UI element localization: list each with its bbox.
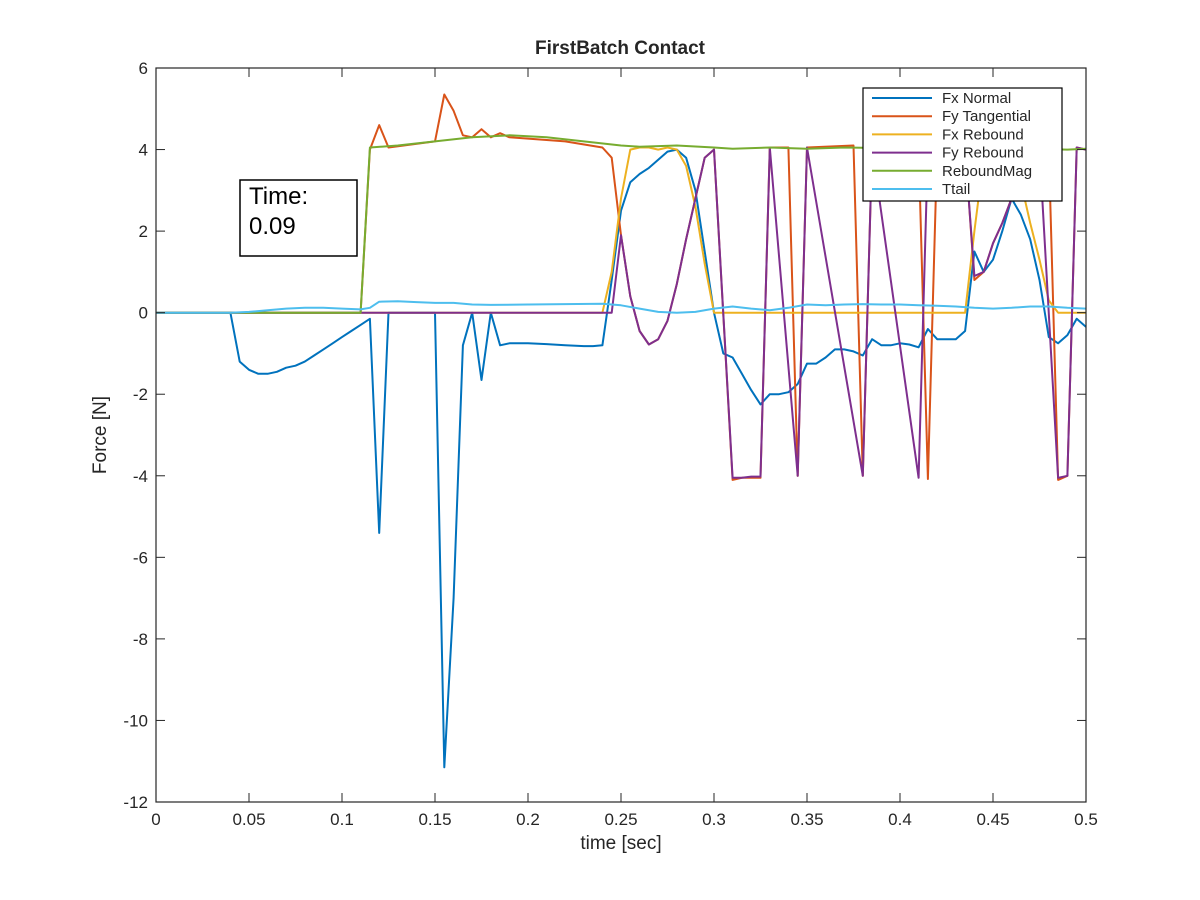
x-tick-label: 0.35 <box>790 810 823 829</box>
y-tick-label: 4 <box>139 141 148 160</box>
y-tick-label: 6 <box>139 59 148 78</box>
legend-label-2: Fx Rebound <box>942 126 1024 143</box>
legend-label-0: Fx Normal <box>942 90 1011 107</box>
y-tick-label: -8 <box>133 630 148 649</box>
y-tick-label: -6 <box>133 548 148 567</box>
y-tick-label: -10 <box>123 711 148 730</box>
x-tick-label: 0.45 <box>976 810 1009 829</box>
legend-label-5: Ttail <box>942 181 970 198</box>
legend-label-4: ReboundMag <box>942 163 1032 180</box>
x-tick-label: 0.15 <box>418 810 451 829</box>
y-tick-label: -12 <box>123 793 148 812</box>
time-annotation: Time: 0.09 <box>240 180 357 256</box>
x-tick-label: 0.3 <box>702 810 726 829</box>
y-tick-label: -4 <box>133 467 148 486</box>
legend-label-3: Fy Rebound <box>942 145 1024 162</box>
x-tick-label: 0.05 <box>232 810 265 829</box>
legend-label-1: Fy Tangential <box>942 108 1031 125</box>
x-tick-label: 0.4 <box>888 810 912 829</box>
chart-title: FirstBatch Contact <box>535 38 706 59</box>
time-annotation-value: 0.09 <box>249 213 296 240</box>
x-tick-label: 0.5 <box>1074 810 1098 829</box>
x-tick-label: 0.1 <box>330 810 354 829</box>
x-axis-label: time [sec] <box>580 833 661 854</box>
y-tick-label: -2 <box>133 385 148 404</box>
y-axis-label: Force [N] <box>90 396 111 474</box>
x-tick-label: 0.25 <box>604 810 637 829</box>
x-tick-label: 0.2 <box>516 810 540 829</box>
time-annotation-label: Time: <box>249 183 308 210</box>
x-tick-label: 0 <box>151 810 160 829</box>
y-tick-label: 2 <box>139 222 148 241</box>
y-tick-label: 0 <box>139 304 148 323</box>
